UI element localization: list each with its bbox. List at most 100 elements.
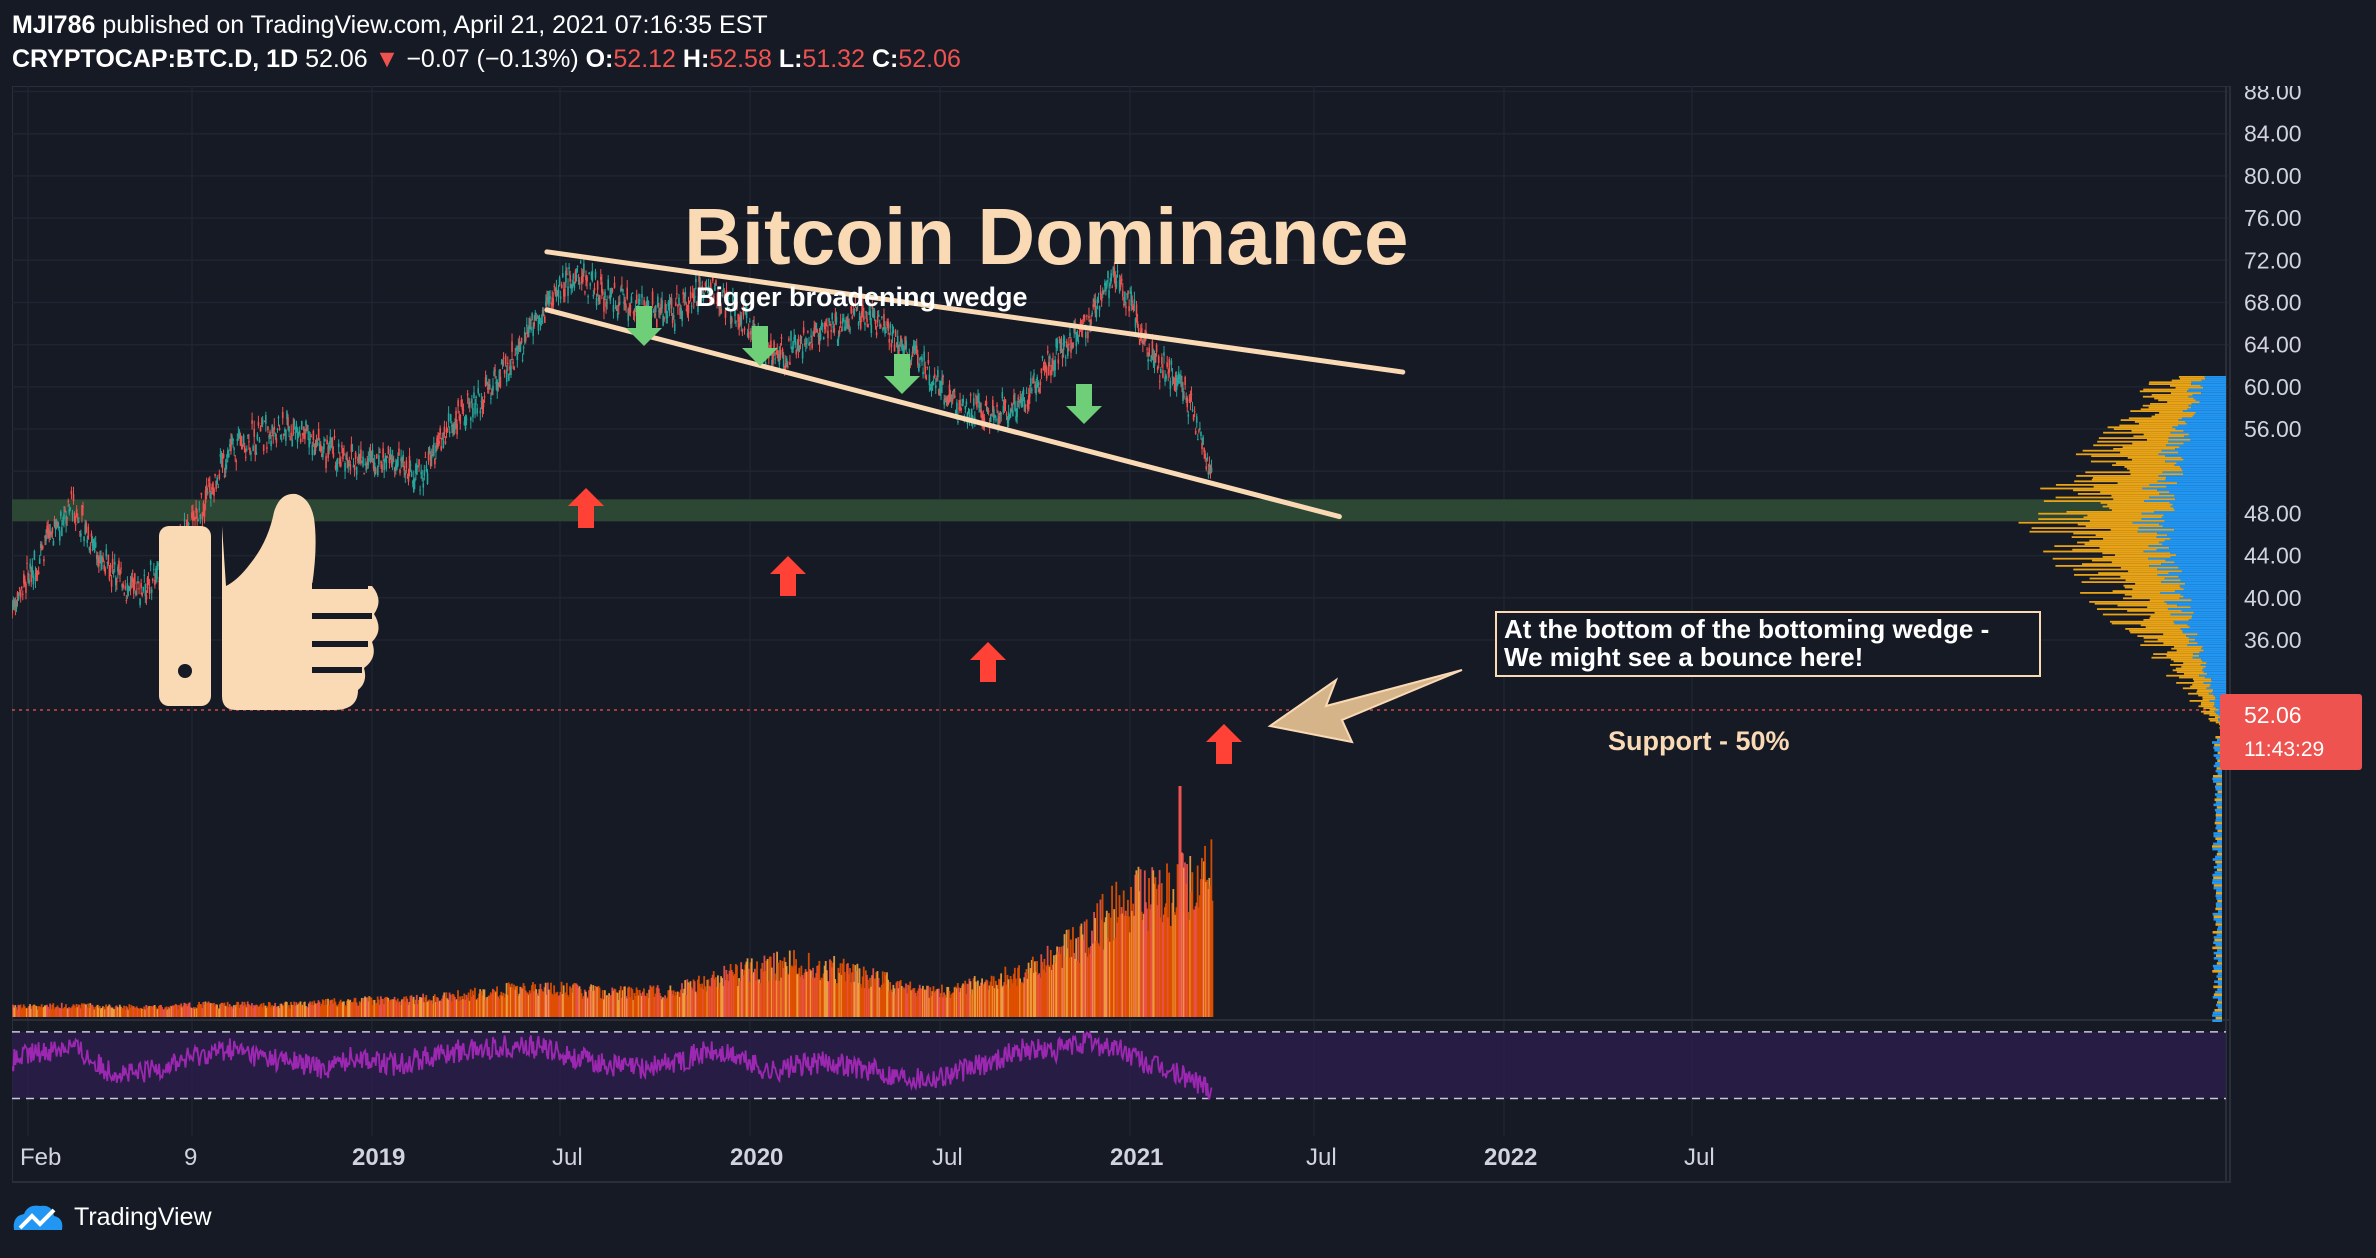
volume-bar — [137, 1008, 140, 1017]
vp-tail-bar — [2217, 772, 2222, 775]
candle-body — [270, 440, 272, 447]
volume-bar — [1169, 925, 1172, 1017]
vp-blue-bar — [2201, 392, 2226, 394]
vp-blue-bar — [2202, 660, 2226, 663]
volume-bar — [420, 997, 422, 1017]
vp-tail-bar — [2214, 980, 2222, 983]
vp-tail-bar — [2212, 1014, 2222, 1017]
vp-gold-bar — [2209, 714, 2219, 717]
volume-bar — [81, 1004, 84, 1017]
vp-gold-bar — [2181, 665, 2206, 668]
volume-bar — [808, 969, 811, 1017]
volume-bar — [315, 1004, 318, 1017]
volume-bar — [636, 989, 639, 1017]
volume-bar — [191, 1008, 194, 1017]
volume-bar — [185, 1004, 188, 1017]
volume-bar — [319, 1006, 322, 1017]
candle-body — [127, 586, 130, 589]
vp-tail-bar — [2213, 876, 2222, 879]
candle-body — [211, 487, 213, 490]
price-axis[interactable]: 88.0084.0080.0076.0072.0068.0064.0060.00… — [2244, 86, 2302, 653]
candle-body — [714, 282, 716, 291]
candle-body — [229, 444, 231, 447]
candle-body — [416, 466, 418, 475]
volume-bar — [588, 990, 590, 1017]
volume-bar — [640, 995, 643, 1017]
candle-body — [147, 578, 150, 580]
volume-bar — [915, 996, 918, 1017]
tradingview-brand[interactable]: TradingView — [74, 1202, 212, 1231]
vp-tail-bar — [2217, 910, 2222, 913]
volume-bar — [981, 978, 983, 1017]
candle-body — [447, 413, 450, 422]
volume-bar — [783, 957, 786, 1017]
candle-body — [702, 293, 705, 301]
candle-body — [673, 323, 676, 332]
candle-body — [655, 319, 658, 328]
note-box[interactable]: At the bottom of the bottoming wedge - W… — [1495, 611, 2041, 677]
candle-body — [102, 557, 104, 562]
time-axis[interactable]: Feb 9 2019 Jul 2020 Jul 2021 Jul 2022 Jul — [20, 1144, 1715, 1171]
volume-bar — [71, 1006, 74, 1017]
candle-body — [652, 311, 655, 313]
vp-gold-bar — [2113, 498, 2176, 501]
candle-body — [241, 444, 244, 448]
candle-body — [1056, 339, 1059, 349]
candle-body — [916, 354, 919, 365]
volume-bar — [956, 983, 959, 1017]
vp-gold-bar — [2140, 624, 2188, 627]
candle-body — [1161, 357, 1163, 364]
candle-body — [286, 411, 288, 420]
vp-tail-bar — [2215, 894, 2222, 898]
symbol-label[interactable]: CRYPTOCAP:BTC.D, 1D — [12, 45, 299, 73]
candle-body — [851, 316, 854, 319]
volume-bar — [1124, 910, 1127, 1017]
candle-body — [669, 298, 672, 303]
volume-bar — [1036, 960, 1038, 1017]
vp-blue-bar — [2193, 611, 2226, 614]
candle-body — [734, 308, 736, 317]
trendlines[interactable] — [544, 249, 1406, 520]
volume-bar — [322, 1000, 325, 1017]
tradingview-logo-icon[interactable] — [12, 1200, 64, 1234]
vp-blue-bar — [2177, 604, 2226, 607]
candle-body — [242, 435, 245, 445]
down-arrow-icon — [884, 354, 920, 394]
candle-body — [1076, 331, 1079, 341]
volume-bar — [290, 1001, 292, 1017]
volume-bar — [259, 1004, 262, 1017]
volume-bar — [32, 1005, 35, 1017]
vp-blue-bar — [2176, 462, 2226, 465]
candle-body — [1055, 339, 1058, 348]
vp-tail-bar — [2217, 790, 2222, 794]
volume-bar — [1208, 877, 1211, 1017]
candle-body — [921, 357, 923, 362]
candle-body — [458, 416, 460, 418]
volume-bar — [779, 959, 782, 1017]
candle-body — [330, 445, 333, 448]
volume-bar — [909, 981, 912, 1017]
candle-body — [83, 536, 85, 542]
volume-bar — [1159, 917, 1162, 1017]
candle-body — [839, 321, 842, 324]
candle-body — [941, 377, 943, 386]
vp-gold-bar — [2080, 592, 2161, 594]
volume-bar — [145, 1004, 148, 1017]
vp-blue-bar — [2189, 626, 2226, 628]
candle-body — [772, 353, 774, 364]
price-chart[interactable]: Bitcoin Dominance Bigger broadening wedg… — [12, 86, 2364, 1184]
volume-bar — [568, 996, 570, 1017]
volume-bar — [186, 1006, 189, 1017]
candle-body — [1205, 466, 1208, 470]
volume-bar — [868, 988, 870, 1017]
volume-bar — [454, 999, 457, 1017]
candle-body — [515, 347, 518, 350]
publisher-name[interactable]: MJI786 — [12, 11, 96, 39]
vp-blue-bar — [2158, 475, 2226, 477]
candle-body — [1177, 372, 1180, 380]
volume-bar — [244, 1004, 247, 1017]
candle-body — [446, 427, 449, 432]
volume-bar — [689, 981, 692, 1017]
volume-bar — [432, 995, 435, 1017]
candle-body — [157, 563, 159, 567]
